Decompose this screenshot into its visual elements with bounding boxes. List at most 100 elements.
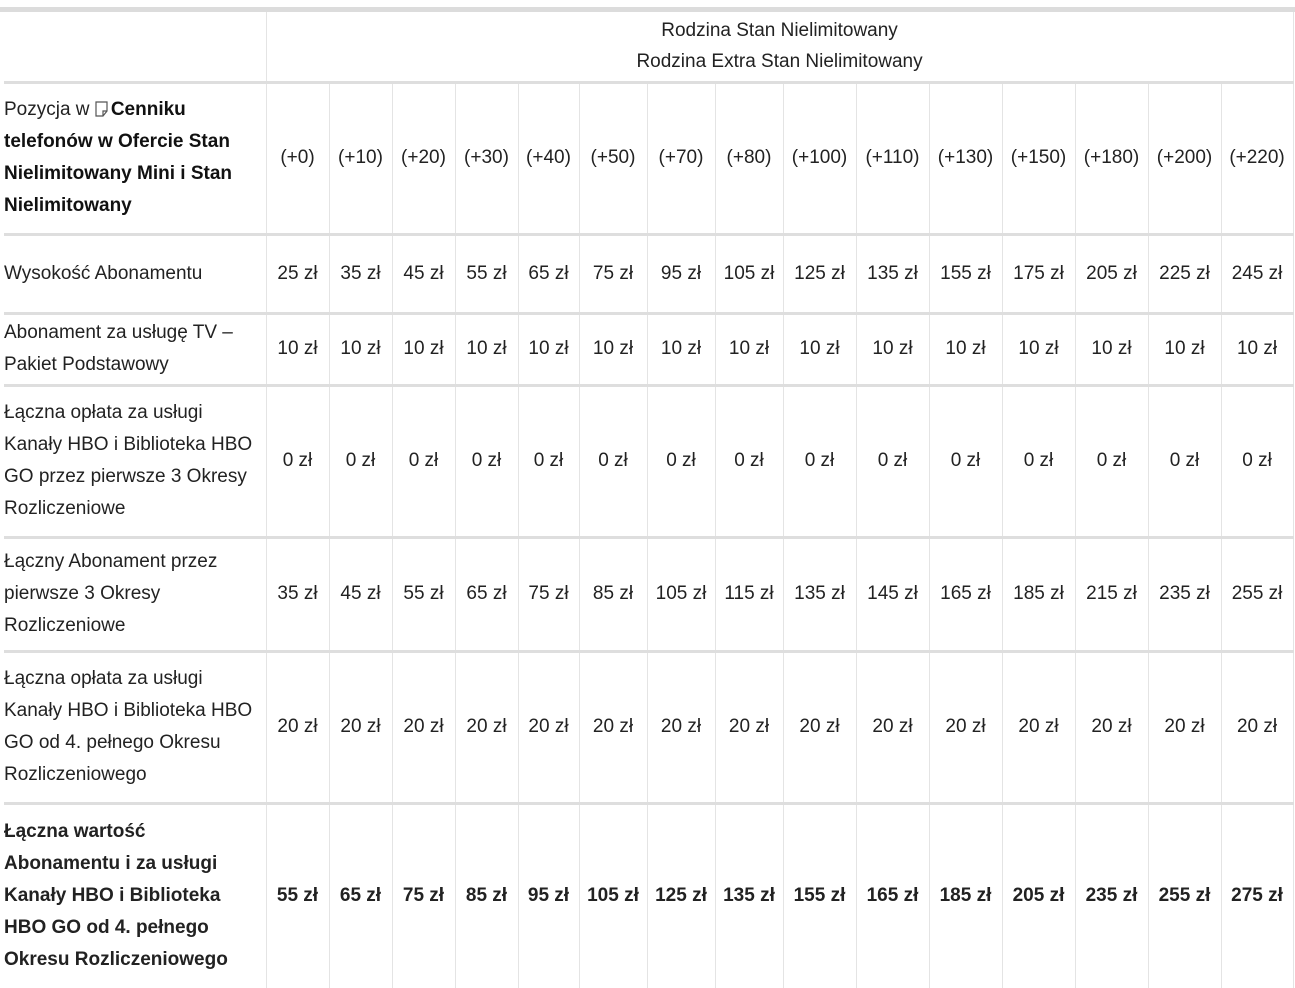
price-cell: 105 zł — [578, 803, 648, 988]
price-cell: 10 zł — [454, 313, 519, 385]
row-label: Wysokość Abonamentu — [4, 234, 267, 313]
price-cell: 95 zł — [517, 803, 580, 988]
price-cell: 20 zł — [1220, 651, 1294, 803]
price-cell: 95 zł — [646, 234, 716, 313]
group-header: Rodzina Stan Nielimitowany Rodzina Extra… — [265, 12, 1294, 82]
price-cell: 20 zł — [1001, 651, 1076, 803]
table-row: Łączna wartość Abonamentu i za usługi Ka… — [4, 803, 1294, 988]
price-cell: 0 zł — [714, 385, 784, 537]
price-cell: 0 zł — [646, 385, 716, 537]
row-label: Abonament za usługę TV – Pakiet Podstawo… — [4, 313, 267, 385]
price-cell: 0 zł — [578, 385, 648, 537]
top-divider — [0, 7, 1295, 12]
row-label: Łączny Abonament przez pierwsze 3 Okresy… — [4, 537, 267, 651]
price-cell: 215 zł — [1074, 537, 1149, 651]
price-cell: 165 zł — [928, 537, 1003, 651]
price-cell: 0 zł — [1147, 385, 1222, 537]
price-cell: 20 zł — [517, 651, 580, 803]
price-cell: 65 zł — [454, 537, 519, 651]
price-cell: 20 zł — [928, 651, 1003, 803]
price-cell: 105 zł — [714, 234, 784, 313]
group-title-2: Rodzina Extra Stan Nielimitowany — [636, 51, 923, 73]
position-value-cell: (+220) — [1220, 82, 1294, 234]
position-value-cell: (+180) — [1074, 82, 1149, 234]
position-value-cell: (+80) — [714, 82, 784, 234]
price-cell: 255 zł — [1147, 803, 1222, 988]
price-cell: 185 zł — [1001, 537, 1076, 651]
price-cell: 10 zł — [928, 313, 1003, 385]
position-value-cell: (+110) — [855, 82, 930, 234]
price-cell: 105 zł — [646, 537, 716, 651]
table-row: Łączny Abonament przez pierwsze 3 Okresy… — [4, 537, 1294, 651]
price-cell: 235 zł — [1147, 537, 1222, 651]
table-row: Łączna opłata za usługi Kanały HBO i Bib… — [4, 385, 1294, 537]
price-cell: 65 zł — [328, 803, 393, 988]
price-cell: 55 zł — [265, 803, 330, 988]
price-cell: 245 zł — [1220, 234, 1294, 313]
price-cell: 175 zł — [1001, 234, 1076, 313]
price-cell: 135 zł — [782, 537, 857, 651]
price-cell: 165 zł — [855, 803, 930, 988]
price-cell: 0 zł — [1074, 385, 1149, 537]
price-cell: 125 zł — [782, 234, 857, 313]
price-cell: 10 zł — [714, 313, 784, 385]
position-value-cell: (+200) — [1147, 82, 1222, 234]
price-cell: 185 zł — [928, 803, 1003, 988]
price-cell: 20 zł — [328, 651, 393, 803]
price-cell: 10 zł — [328, 313, 393, 385]
price-cell: 85 zł — [578, 537, 648, 651]
position-value-cell: (+40) — [517, 82, 580, 234]
price-list-link[interactable]: Cenniku telefonów w Ofercie Stan Nielimi… — [4, 99, 233, 216]
price-cell: 25 zł — [265, 234, 330, 313]
position-value-cell: (+10) — [328, 82, 393, 234]
price-cell: 10 zł — [646, 313, 716, 385]
price-cell: 65 zł — [517, 234, 580, 313]
price-cell: 20 zł — [782, 651, 857, 803]
price-cell: 0 zł — [1220, 385, 1294, 537]
price-cell: 0 zł — [328, 385, 393, 537]
row-label: Łączna opłata za usługi Kanały HBO i Bib… — [4, 385, 267, 537]
position-value-cell: (+50) — [578, 82, 648, 234]
position-value-cell: (+130) — [928, 82, 1003, 234]
price-cell: 275 zł — [1220, 803, 1294, 988]
price-cell: 20 zł — [1074, 651, 1149, 803]
price-cell: 0 zł — [517, 385, 580, 537]
price-cell: 0 zł — [454, 385, 519, 537]
price-cell: 10 zł — [1001, 313, 1076, 385]
price-cell: 75 zł — [517, 537, 580, 651]
position-label: Pozycja w Cenniku telefonów w Ofercie St… — [4, 82, 267, 234]
price-cell: 10 zł — [855, 313, 930, 385]
group-title-1: Rodzina Stan Nielimitowany — [661, 20, 898, 42]
price-cell: 235 zł — [1074, 803, 1149, 988]
price-cell: 20 zł — [454, 651, 519, 803]
price-cell: 20 zł — [1147, 651, 1222, 803]
price-cell: 55 zł — [391, 537, 456, 651]
price-table: Rodzina Stan Nielimitowany Rodzina Extra… — [4, 12, 1294, 988]
price-cell: 0 zł — [391, 385, 456, 537]
position-value-cell: (+20) — [391, 82, 456, 234]
position-value-cell: (+30) — [454, 82, 519, 234]
price-cell: 45 zł — [328, 537, 393, 651]
price-cell: 20 zł — [855, 651, 930, 803]
price-cell: 115 zł — [714, 537, 784, 651]
price-cell: 10 zł — [1147, 313, 1222, 385]
document-icon — [95, 99, 111, 120]
row-label: Łączna wartość Abonamentu i za usługi Ka… — [4, 803, 267, 988]
price-cell: 205 zł — [1001, 803, 1076, 988]
price-cell: 10 zł — [391, 313, 456, 385]
price-cell: 0 zł — [1001, 385, 1076, 537]
price-cell: 135 zł — [855, 234, 930, 313]
header-empty-cell — [4, 12, 267, 82]
price-cell: 55 zł — [454, 234, 519, 313]
position-value-cell: (+100) — [782, 82, 857, 234]
price-cell: 135 zł — [714, 803, 784, 988]
price-cell: 255 zł — [1220, 537, 1294, 651]
price-cell: 75 zł — [578, 234, 648, 313]
price-cell: 10 zł — [517, 313, 580, 385]
price-cell: 0 zł — [928, 385, 1003, 537]
price-cell: 0 zł — [855, 385, 930, 537]
price-cell: 45 zł — [391, 234, 456, 313]
price-cell: 205 zł — [1074, 234, 1149, 313]
price-cell: 10 zł — [265, 313, 330, 385]
price-cell: 155 zł — [928, 234, 1003, 313]
